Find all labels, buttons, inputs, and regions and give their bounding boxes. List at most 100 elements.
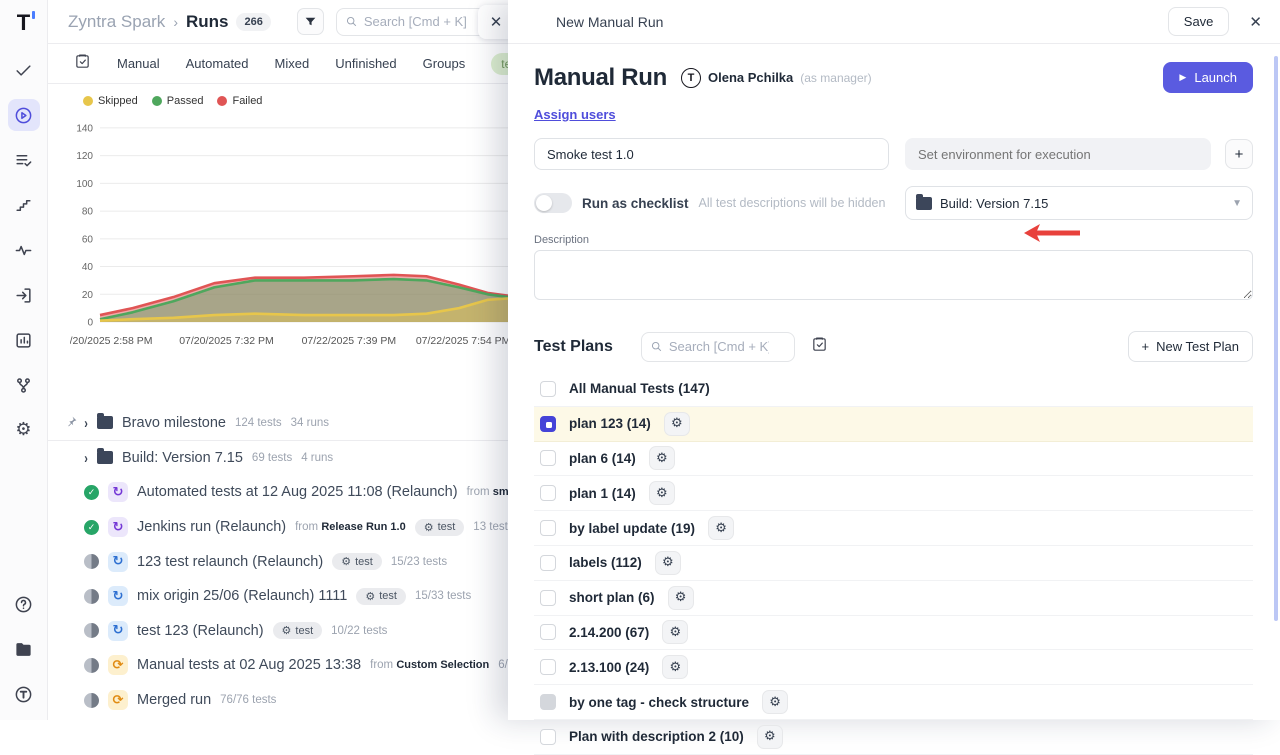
- tab-automated[interactable]: Automated: [185, 56, 249, 71]
- analytics-bar-chart-icon[interactable]: [8, 324, 40, 356]
- expand-chevron-icon[interactable]: ›: [84, 449, 88, 467]
- launch-button[interactable]: ▶ Launch: [1163, 62, 1253, 93]
- test-plan-row[interactable]: by label update (19) ⚙: [534, 511, 1253, 546]
- add-environment-button[interactable]: +: [1225, 139, 1253, 169]
- projects-folder-icon[interactable]: [8, 633, 40, 665]
- test-plan-row[interactable]: by one tag - check structure ⚙: [534, 685, 1253, 720]
- test-tag-chip[interactable]: ⚙ test: [332, 553, 382, 571]
- run-name-input[interactable]: [534, 138, 889, 170]
- plan-settings-gear-button[interactable]: ⚙: [648, 481, 675, 506]
- drawer-close-icon[interactable]: ✕: [1249, 12, 1262, 31]
- plan-checkbox[interactable]: [540, 380, 556, 397]
- clipboard-check-icon[interactable]: [811, 336, 828, 358]
- expand-chevron-icon[interactable]: ›: [84, 414, 88, 432]
- plan-checkbox[interactable]: [540, 694, 556, 711]
- status-in-progress-icon: [84, 588, 99, 604]
- test-tag-chip[interactable]: ⚙ test: [414, 518, 465, 536]
- milestone-label: Bravo milestone: [122, 414, 226, 431]
- breadcrumb-project[interactable]: Zyntra Spark: [68, 11, 166, 31]
- icon-sidebar: T ⚙: [0, 0, 48, 720]
- plan-settings-gear-button[interactable]: ⚙: [648, 446, 675, 471]
- run-label: Jenkins run (Relaunch): [137, 519, 287, 536]
- clipboard-check-icon[interactable]: [74, 53, 91, 75]
- plan-settings-gear-button[interactable]: ⚙: [708, 516, 735, 541]
- tab-unfinished[interactable]: Unfinished: [335, 56, 397, 71]
- run-as-checklist-toggle[interactable]: [534, 193, 572, 213]
- plan-label: labels (112): [569, 555, 642, 571]
- drawer-body: Manual Run T Olena Pchilka (as manager) …: [508, 44, 1280, 755]
- plan-checkbox[interactable]: [540, 485, 556, 502]
- description-label: Description: [534, 234, 590, 246]
- environment-input[interactable]: [905, 138, 1211, 170]
- owner-role: (as manager): [800, 70, 872, 85]
- svg-text:100: 100: [76, 179, 93, 190]
- plan-checkbox[interactable]: [540, 728, 556, 745]
- test-plan-row[interactable]: plan 6 (14) ⚙: [534, 442, 1253, 477]
- chevron-down-icon: ▼: [1232, 197, 1242, 209]
- runs-search-input[interactable]: [363, 14, 484, 29]
- filter-button[interactable]: [296, 8, 324, 35]
- help-icon[interactable]: [8, 588, 40, 620]
- plan-settings-gear-button[interactable]: ⚙: [662, 620, 689, 645]
- test-plan-row[interactable]: 2.13.100 (24) ⚙: [534, 650, 1253, 686]
- tab-mixed[interactable]: Mixed: [274, 56, 310, 71]
- plan-label: plan 1 (14): [569, 485, 636, 501]
- tab-groups[interactable]: Groups: [422, 56, 466, 71]
- svg-text:140: 140: [76, 123, 93, 134]
- new-test-plan-button[interactable]: + New Test Plan: [1127, 331, 1253, 362]
- tests-progress: 76/76 tests: [220, 694, 277, 707]
- save-button[interactable]: Save: [1167, 7, 1230, 36]
- plan-checkbox[interactable]: [540, 415, 556, 432]
- description-textarea[interactable]: [534, 250, 1253, 300]
- plan-settings-gear-button[interactable]: ⚙: [662, 655, 689, 680]
- build-select-dropdown[interactable]: Build: Version 7.15 ▼: [905, 186, 1253, 220]
- plan-checkbox[interactable]: [540, 659, 556, 676]
- test-plan-row[interactable]: Plan with description 2 (10) ⚙: [534, 720, 1253, 755]
- plan-checkbox[interactable]: [540, 589, 556, 606]
- tests-check-icon[interactable]: [8, 54, 40, 86]
- manual-run-heading: Manual Run: [534, 63, 667, 91]
- run-row[interactable]: ✓ ↻ Jenkins run (Relaunch) from Release Run…: [48, 510, 1280, 545]
- plan-settings-gear-button[interactable]: ⚙: [663, 411, 690, 436]
- test-plans-list-check-icon[interactable]: [8, 144, 40, 176]
- drawer-scrollbar[interactable]: [1274, 56, 1278, 621]
- branch-pull-request-icon[interactable]: [8, 369, 40, 401]
- runs-play-circle-icon[interactable]: [7, 99, 40, 131]
- app-logo[interactable]: T: [17, 10, 36, 36]
- test-plans-search-input[interactable]: [668, 339, 769, 354]
- automated-run-icon: ↻: [108, 482, 128, 503]
- relaunch-run-icon: ↻: [108, 620, 128, 641]
- account-logo-icon[interactable]: [8, 678, 40, 710]
- plan-label: short plan (6): [569, 590, 655, 606]
- plan-checkbox[interactable]: [540, 624, 556, 641]
- test-plans-search-box[interactable]: [640, 331, 795, 362]
- run-row[interactable]: ↻ 123 test relaunch (Relaunch) ⚙ test 15/23…: [48, 544, 1280, 579]
- plan-checkbox[interactable]: [540, 450, 556, 467]
- assign-users-link[interactable]: Assign users: [534, 107, 616, 122]
- plan-settings-gear-button[interactable]: ⚙: [667, 585, 694, 610]
- test-plan-row[interactable]: plan 123 (14) ⚙: [534, 406, 1253, 442]
- plan-settings-gear-button[interactable]: ⚙: [762, 690, 789, 715]
- test-plan-row[interactable]: plan 1 (14) ⚙: [534, 476, 1253, 512]
- test-plan-row[interactable]: All Manual Tests (147): [534, 372, 1253, 407]
- run-row[interactable]: ↻ test 123 (Relaunch) ⚙ test 10/22 tests: [48, 614, 1280, 649]
- milestones-steps-icon[interactable]: [8, 189, 40, 221]
- milestone-row[interactable]: › Build: Version 7.15 69 tests 4 runs: [48, 441, 1280, 476]
- settings-gear-icon[interactable]: ⚙: [15, 419, 32, 440]
- test-tag-chip[interactable]: ⚙ test: [272, 622, 323, 640]
- plan-settings-gear-button[interactable]: ⚙: [654, 550, 681, 575]
- run-row[interactable]: ↻ mix origin 25/06 (Relaunch) 1111 ⚙ test 1…: [48, 579, 1280, 614]
- import-exit-box-icon[interactable]: [8, 279, 40, 311]
- plan-settings-gear-button[interactable]: ⚙: [756, 724, 783, 749]
- test-plan-row[interactable]: labels (112) ⚙: [534, 546, 1253, 581]
- plan-checkbox[interactable]: [540, 554, 556, 571]
- pulse-activity-icon[interactable]: [8, 234, 40, 266]
- test-plan-row[interactable]: short plan (6) ⚙: [534, 581, 1253, 616]
- run-row[interactable]: ⟳ Merged run 76/76 tests: [48, 683, 1280, 718]
- test-tag-chip[interactable]: ⚙ test: [356, 587, 406, 605]
- plan-checkbox[interactable]: [540, 520, 556, 537]
- plan-label: plan 6 (14): [569, 450, 636, 466]
- tab-manual[interactable]: Manual: [117, 56, 160, 71]
- test-plan-row[interactable]: 2.14.200 (67) ⚙: [534, 616, 1253, 651]
- runs-count-badge: 266: [236, 12, 271, 31]
